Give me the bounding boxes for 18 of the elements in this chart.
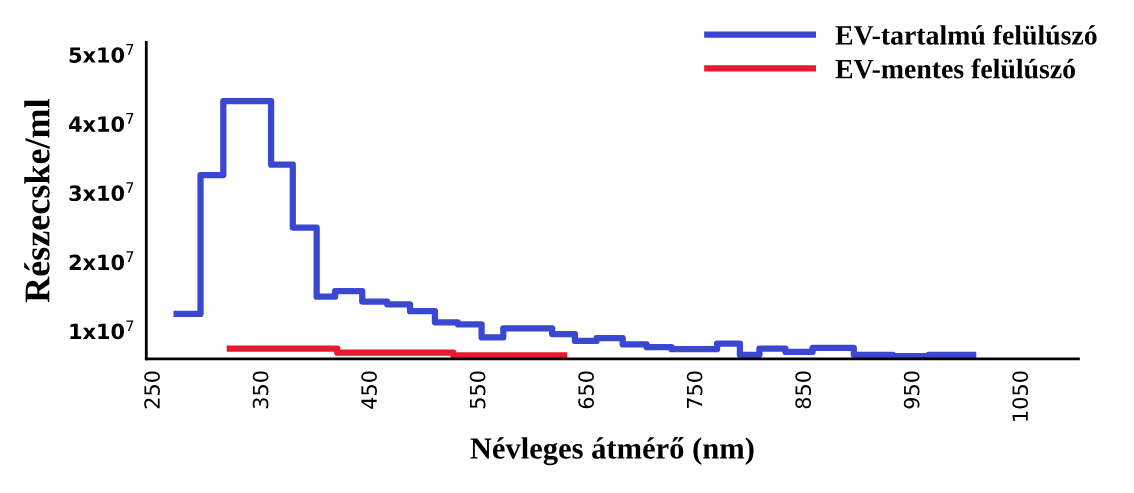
- y-tick-label: 3x10$^{7}$: [69, 182, 134, 202]
- x-axis-title: Névleges átmérő (nm): [470, 436, 754, 466]
- x-tick-label: 550: [469, 371, 486, 409]
- legend-label: EV-tartalmú felülúszó: [835, 24, 1097, 45]
- y-tick-label: 4x10$^{7}$: [69, 113, 134, 133]
- x-tick-label: 1050: [1012, 371, 1029, 421]
- y-tick-label: 1x10$^{7}$: [70, 320, 134, 340]
- x-tick-label: 650: [578, 371, 594, 409]
- x-tick-label: 350: [252, 371, 269, 409]
- y-tick-label: 5x10$^{7}$: [69, 44, 134, 63]
- x-tick-label: 250: [144, 371, 160, 409]
- x-tick-label: 950: [903, 371, 920, 409]
- legend-label: EV-mentes felülúszó: [835, 58, 1075, 79]
- y-tick-label: 2x10$^{7}$: [69, 251, 134, 271]
- x-tick-label: 450: [361, 371, 377, 409]
- x-tick-label: 750: [686, 371, 703, 409]
- y-axis-title: Részecske/ml: [24, 99, 50, 303]
- x-tick-label: 850: [795, 371, 812, 409]
